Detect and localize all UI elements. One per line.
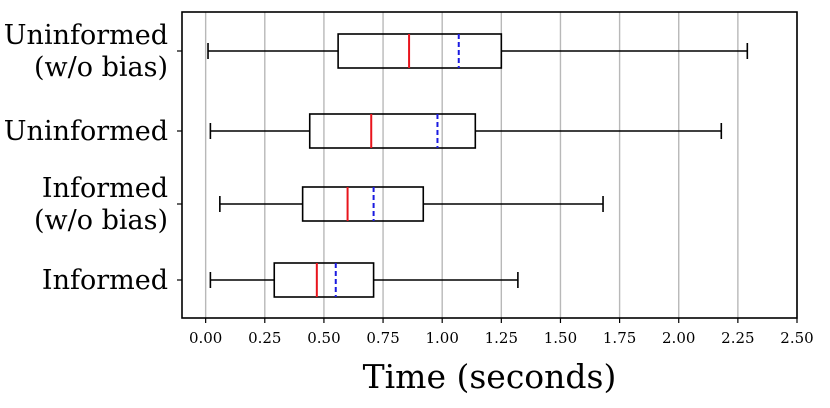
iqr-box xyxy=(337,33,503,69)
x-tick-label: 1.50 xyxy=(544,329,577,347)
boxes xyxy=(207,33,749,298)
x-tick-label: 2.25 xyxy=(721,329,754,347)
x-tick-label: 1.00 xyxy=(425,329,458,347)
category-labels: Uninformed(w/o bias)UninformedInformed(w… xyxy=(4,20,168,296)
iqr-box xyxy=(308,113,477,149)
plot-frame xyxy=(181,11,798,319)
x-tick-label: 1.75 xyxy=(603,329,636,347)
box-0 xyxy=(207,33,749,69)
category-label: Uninformed xyxy=(4,116,168,147)
x-tick-label: 2.50 xyxy=(780,329,813,347)
x-axis-title: Time (seconds) xyxy=(363,357,617,396)
x-tick-label: 0.50 xyxy=(307,329,340,347)
box-3 xyxy=(209,262,519,298)
x-tick-label: 0.00 xyxy=(189,329,222,347)
category-label: Uninformed xyxy=(4,20,168,51)
box-2 xyxy=(219,186,604,222)
x-tick-label: 2.00 xyxy=(662,329,695,347)
x-ticks: 0.00 0.25 0.50 0.75 1.00 1.25 1.50 1.75 2.00 2.25… xyxy=(177,50,814,347)
box-1 xyxy=(209,113,723,149)
x-tick-label: 0.25 xyxy=(248,329,281,347)
iqr-box xyxy=(301,186,425,222)
x-tick-label: 0.75 xyxy=(366,329,399,347)
category-label: Informed xyxy=(42,265,168,296)
category-label: (w/o bias) xyxy=(34,205,168,236)
category-label: (w/o bias) xyxy=(34,52,168,83)
x-tick-label: 1.25 xyxy=(485,329,518,347)
iqr-box xyxy=(273,262,375,298)
category-label: Informed xyxy=(42,173,168,204)
